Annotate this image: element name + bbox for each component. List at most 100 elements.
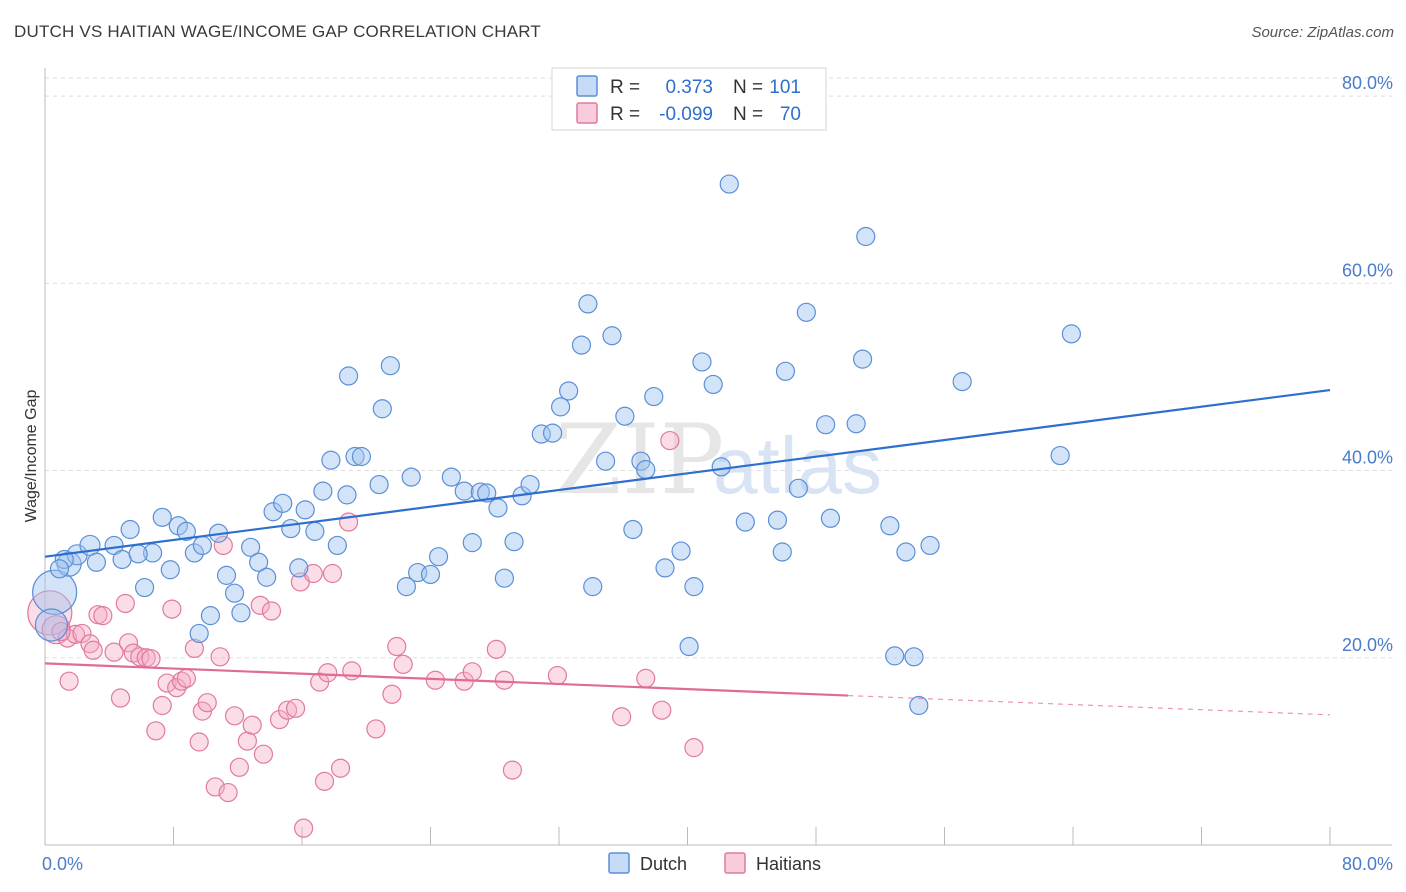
- dutch-point: [273, 493, 293, 513]
- dutch-point: [189, 623, 209, 644]
- haitians-point: [141, 649, 161, 669]
- dutch-point: [578, 294, 598, 314]
- dutch-point: [241, 537, 261, 557]
- stats-legend: R = 0.373 N = 101 R = -0.099 N = 70: [551, 67, 827, 131]
- x-tick-label-end: 80.0%: [1342, 854, 1393, 874]
- y-tick-label: 40.0%: [1342, 448, 1393, 468]
- stats-legend-dutch-n-value: 101: [769, 77, 801, 98]
- haitians-point: [176, 668, 196, 688]
- haitians-point: [72, 623, 92, 644]
- chart-title: DUTCH VS HAITIAN WAGE/INCOME GAP CORRELA…: [14, 22, 541, 41]
- dutch-point: [345, 446, 365, 467]
- haitians-point: [51, 621, 71, 642]
- dutch-point: [49, 559, 70, 579]
- haitians-point: [612, 707, 632, 727]
- dutch-point: [880, 516, 900, 536]
- dutch-point: [401, 467, 421, 487]
- dutch-point: [249, 552, 269, 572]
- bottom-legend: Dutch Haitians: [608, 852, 821, 874]
- dutch-point: [767, 510, 788, 530]
- dutch-point: [192, 535, 213, 556]
- haitians-point: [322, 563, 343, 584]
- dutch-point: [719, 174, 739, 194]
- dutch-point: [846, 414, 866, 434]
- haitians-point: [393, 654, 413, 674]
- haitians-point: [218, 782, 238, 803]
- dutch-point: [281, 518, 301, 539]
- haitians-point: [684, 738, 704, 758]
- dutch-point: [477, 483, 497, 503]
- haitians-point: [210, 647, 230, 667]
- y-axis-label: Wage/Income Gap: [23, 390, 40, 523]
- haitians-point: [636, 668, 656, 688]
- dutch-point: [542, 423, 563, 443]
- dutch-point: [441, 467, 461, 487]
- haitians-point: [261, 601, 282, 621]
- stats-legend-dutch-swatch: [576, 75, 598, 97]
- dutch-point: [200, 606, 221, 626]
- stats-legend-haitians-swatch: [576, 102, 598, 124]
- haitians-point: [146, 721, 166, 741]
- haitians-point: [162, 599, 182, 619]
- dutch-point: [904, 647, 924, 667]
- grid-lines: [45, 77, 1392, 659]
- dutch-point: [257, 567, 277, 587]
- dutch-point: [671, 541, 691, 561]
- dutch-point: [644, 386, 664, 407]
- dutch-point: [231, 603, 251, 623]
- dutch-point: [152, 507, 172, 527]
- dutch-point: [775, 361, 796, 381]
- dutch-point: [788, 478, 808, 498]
- haitians-point: [502, 760, 523, 780]
- dutch-point: [559, 381, 579, 401]
- dutch-point: [351, 446, 372, 467]
- dutch-point: [369, 474, 389, 495]
- stats-legend-haitians-n-value: 70: [780, 104, 801, 125]
- dutch-point: [128, 544, 148, 564]
- dutch-point: [462, 533, 482, 553]
- haitians-point: [93, 606, 113, 626]
- dutch-point: [623, 519, 643, 540]
- dutch-point: [120, 519, 140, 540]
- haitians-point: [314, 771, 335, 791]
- dutch-point: [34, 608, 69, 642]
- haitians-point: [294, 818, 314, 838]
- haitians-trend-line-extrapolated: [848, 694, 1331, 716]
- dutch-point: [86, 552, 107, 572]
- haitians-point: [229, 757, 249, 777]
- haitians-point: [652, 700, 672, 720]
- haitians-point: [342, 661, 362, 681]
- haitians-point: [104, 642, 124, 662]
- haitians-point: [152, 695, 172, 716]
- dutch-point: [321, 450, 341, 470]
- dutch-point: [494, 568, 514, 588]
- haitians-point: [184, 638, 204, 659]
- dutch-point: [772, 542, 792, 562]
- dutch-point: [703, 374, 723, 395]
- watermark-zip: ZIP: [555, 404, 724, 516]
- dutch-point: [112, 549, 132, 570]
- dutch-point: [289, 558, 309, 578]
- haitians-point: [330, 758, 351, 778]
- dutch-point: [143, 543, 163, 563]
- stats-legend-dutch-n-label: N =: [733, 77, 763, 98]
- haitians-point: [250, 595, 270, 615]
- dutch-point: [1061, 324, 1081, 344]
- haitians-point: [303, 563, 323, 584]
- haitians-point: [277, 700, 298, 720]
- dutch-point: [134, 577, 155, 598]
- bottom-legend-haitians-label: Haitians: [756, 854, 821, 874]
- haitians-point: [27, 590, 73, 636]
- dutch-point: [160, 560, 180, 580]
- dutch-point: [896, 542, 916, 562]
- dutch-point: [735, 512, 755, 532]
- dutch-trend-line: [44, 388, 1331, 558]
- dutch-point: [952, 372, 972, 392]
- stats-legend-haitians-n-label: N =: [733, 104, 763, 125]
- dutch-point: [338, 366, 359, 386]
- haitians-point: [83, 640, 103, 660]
- haitians-point: [242, 715, 262, 735]
- dutch-point: [372, 399, 392, 419]
- haitians-point: [547, 665, 567, 686]
